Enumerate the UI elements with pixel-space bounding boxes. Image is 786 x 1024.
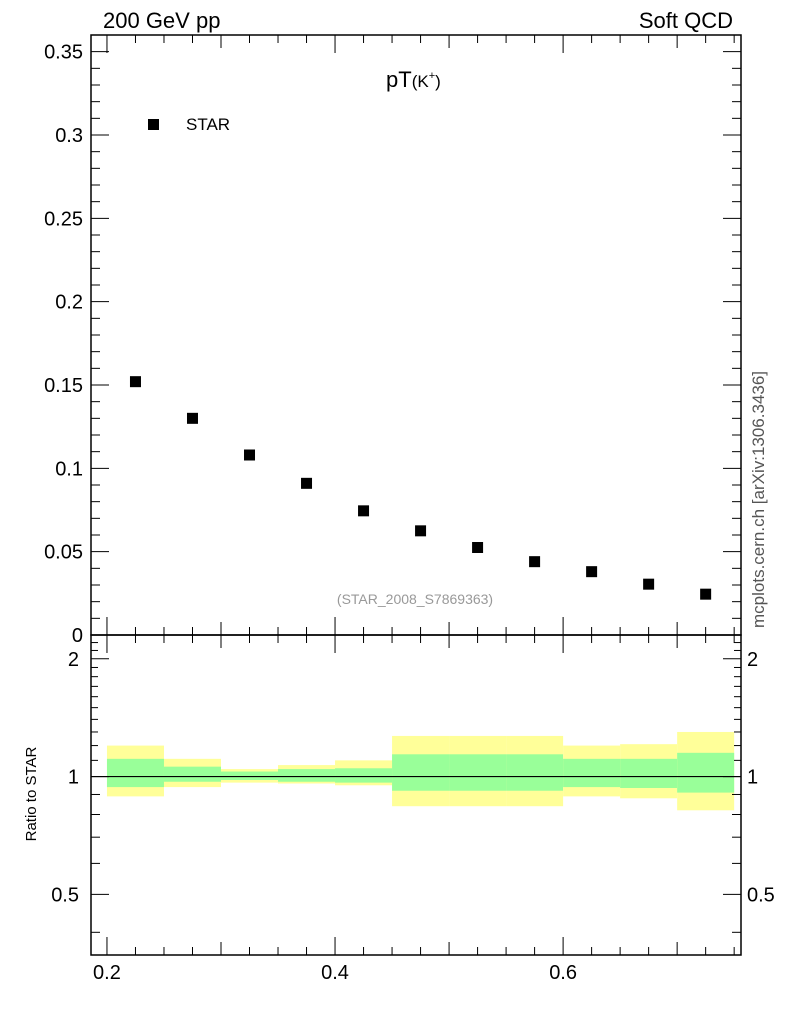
data-point-star: [643, 578, 655, 590]
ratio-band-stat-5: [392, 754, 450, 791]
data-point-star: [186, 412, 198, 424]
y-tick-label: 0.15: [44, 375, 83, 397]
ratio-band-stat-6: [449, 754, 507, 791]
data-point-star: [700, 588, 712, 600]
ratio-y-tick-label: 2: [68, 649, 79, 671]
ratio-y-tick-label-right: 0.5: [747, 884, 775, 906]
data-point-star: [129, 376, 141, 388]
header-collision-label: 200 GeV pp: [103, 8, 220, 33]
ratio-y-tick-label: 0.5: [51, 884, 79, 906]
plot-title-sup: +: [429, 70, 435, 82]
data-point-star: [529, 556, 541, 568]
plot-title-sub: (K: [412, 72, 430, 91]
data-point-star: [244, 449, 256, 461]
ratio-band-stat-3: [278, 769, 336, 782]
y-tick-label: 0.3: [55, 125, 83, 147]
ratio-band-stat-9: [620, 758, 678, 788]
ratio-band-stat-10: [677, 752, 735, 793]
legend-marker: [148, 119, 159, 130]
upper-data-points: [129, 376, 712, 600]
y-tick-label: 0.25: [44, 208, 83, 230]
side-source-label: mcplots.cern.ch [arXiv:1306.3436]: [749, 371, 768, 628]
y-tick-label: 0.35: [44, 42, 83, 64]
ratio-y-tick-label-right: 2: [747, 649, 758, 671]
lower-frame: [90, 634, 742, 956]
ratio-band-stat-7: [506, 754, 564, 791]
y-tick-label: 0: [72, 625, 83, 647]
ratio-axis-label: Ratio to STAR: [23, 746, 40, 841]
ratio-y-tick-label-right: 1: [747, 767, 758, 789]
ratio-y-tick-label: 1: [68, 767, 79, 789]
x-tick-label: 0.6: [549, 962, 577, 984]
ratio-band-stat-1: [163, 766, 221, 782]
plot-title-close: ): [435, 72, 441, 91]
y-tick-label: 0.05: [44, 542, 83, 564]
data-point-star: [358, 505, 370, 517]
plot-title-observable: pT(K+): [386, 67, 441, 92]
ratio-band-stat-4: [335, 768, 393, 783]
data-point-star: [415, 525, 427, 537]
lower-axes: 0.2 0.4 0.6 0.5 0.5 1 1 2 2: [51, 634, 775, 984]
x-tick-label: 0.2: [93, 962, 121, 984]
y-tick-label: 0.2: [55, 292, 83, 314]
x-tick-label: 0.4: [321, 962, 349, 984]
data-point-star: [301, 477, 313, 489]
y-tick-label: 0.1: [55, 458, 83, 480]
ratio-uncertainty-bands: [91, 731, 741, 811]
ratio-band-stat-2: [221, 771, 279, 780]
ratio-band-stat-8: [563, 758, 621, 788]
ratio-band-stat-0: [106, 758, 164, 788]
legend-label-star: STAR: [186, 115, 230, 134]
data-point-star: [586, 566, 598, 578]
plot-title-main: pT: [386, 67, 412, 92]
data-point-star: [472, 542, 484, 553]
header-category-label: Soft QCD: [639, 8, 733, 33]
analysis-reference-label: (STAR_2008_S7869363): [337, 591, 493, 607]
